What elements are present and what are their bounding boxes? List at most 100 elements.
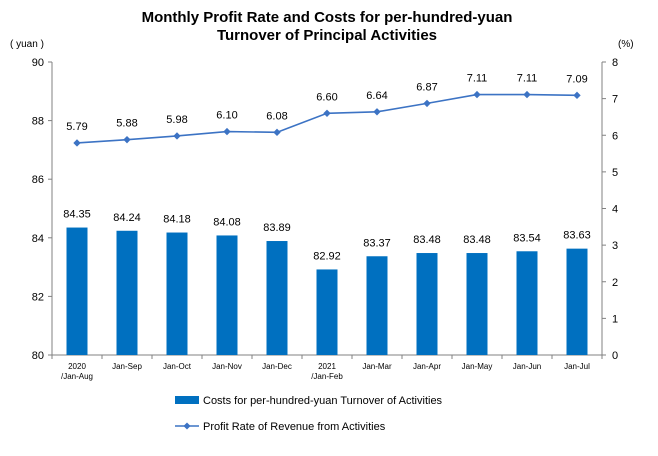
right-tick-label: 0 (612, 350, 618, 362)
line-data-label: 6.10 (216, 110, 237, 122)
line-point (323, 109, 331, 117)
category-label-line: Jan-Oct (163, 362, 192, 371)
line-point (423, 99, 431, 108)
line-data-label: 6.08 (266, 110, 287, 122)
line-point (73, 139, 81, 147)
left-tick-label: 86 (32, 174, 44, 186)
category-label-line: Jan-Jun (513, 362, 541, 371)
bar (216, 235, 238, 355)
line-data-label: 6.87 (416, 81, 437, 93)
category-label: Jan-Apr (413, 362, 441, 371)
category-label-line: /Jan-Aug (61, 372, 93, 381)
bar (166, 232, 188, 355)
line-data-label: 6.64 (366, 90, 387, 102)
category-label: Jan-Jun (513, 362, 541, 371)
right-tick-label: 2 (612, 277, 618, 289)
category-label: Jan-Nov (212, 362, 242, 371)
right-tick-label: 3 (612, 240, 618, 252)
left-tick-label: 88 (32, 116, 44, 128)
bar-data-label: 83.48 (413, 234, 441, 246)
bar-data-label: 83.89 (263, 222, 291, 234)
left-axis-unit: ( yuan ) (10, 39, 44, 50)
category-label-line: Jan-Sep (112, 362, 142, 371)
bar (516, 251, 538, 355)
bar-data-label: 84.18 (163, 214, 191, 226)
bar-series (66, 227, 588, 355)
category-label-line: Jan-Apr (413, 362, 441, 371)
line-series (73, 90, 581, 147)
bar (316, 269, 338, 355)
category-label-line: Jan-Nov (212, 362, 242, 371)
left-tick-label: 90 (32, 57, 44, 69)
legend-line-marker (183, 422, 191, 430)
line-point (223, 127, 231, 136)
line-data-label: 5.98 (166, 114, 187, 126)
category-label-line: 2020 (68, 362, 86, 371)
line-point (473, 90, 481, 99)
legend-bar-label: Costs for per-hundred-yuan Turnover of A… (203, 395, 443, 407)
line-data-labels: 5.79 5.88 5.98 6.10 6.08 6.60 6.64 6.87 7.11 7.11… (66, 73, 587, 133)
category-label-line: 2021 (318, 362, 336, 371)
legend: Costs for per-hundred-yuan Turnover of A… (175, 395, 443, 433)
bar (116, 230, 138, 355)
right-axis-ticks: 0 1 2 3 4 5 6 7 8 (602, 57, 618, 362)
right-tick-label: 6 (612, 130, 618, 142)
left-axis-ticks: 80 82 84 86 88 90 (32, 57, 52, 362)
bar-data-label: 82.92 (313, 250, 341, 262)
category-label-line: Jan-Mar (362, 362, 392, 371)
category-label-line: Jan-May (462, 362, 493, 371)
legend-bar-swatch (175, 396, 199, 404)
chart-title-line-2: Turnover of Principal Activities (217, 27, 437, 44)
line-data-label: 7.11 (517, 73, 538, 85)
line-point (523, 90, 531, 99)
line-data-label: 6.60 (316, 91, 337, 103)
chart-title-line-1: Monthly Profit Rate and Costs for per-hu… (142, 9, 513, 26)
category-label: Jan-Jul (564, 362, 590, 371)
chart-title: Monthly Profit Rate and Costs for per-hu… (142, 9, 513, 44)
category-label: Jan-Dec (262, 362, 292, 371)
line-point (273, 128, 281, 136)
category-label-line: Jan-Dec (262, 362, 292, 371)
bar-data-label: 84.24 (113, 212, 141, 224)
bar (266, 241, 288, 355)
line-point (373, 108, 381, 116)
right-tick-label: 4 (612, 204, 618, 216)
left-tick-label: 80 (32, 350, 44, 362)
line-point (173, 132, 181, 140)
category-labels: 2020/Jan-Aug Jan-Sep Jan-Oct Jan-Nov Jan-Dec… (61, 362, 590, 381)
category-label: 2021/Jan-Feb (311, 362, 343, 381)
bar (466, 253, 488, 355)
category-label: Jan-Oct (163, 362, 192, 371)
bar (566, 248, 588, 355)
category-label-line: /Jan-Feb (311, 372, 343, 381)
legend-line-label: Profit Rate of Revenue from Activities (203, 421, 386, 433)
line-data-label: 5.88 (116, 118, 137, 130)
category-label: Jan-May (462, 362, 493, 371)
category-label: 2020/Jan-Aug (61, 362, 93, 381)
line-data-label: 5.79 (66, 121, 87, 133)
bar-data-label: 83.48 (463, 234, 491, 246)
right-tick-label: 8 (612, 57, 618, 69)
bar-data-label: 83.63 (563, 230, 591, 242)
bar-data-label: 84.08 (213, 216, 241, 228)
category-label: Jan-Sep (112, 362, 142, 371)
line-point (123, 135, 131, 144)
category-label: Jan-Mar (362, 362, 392, 371)
bar (66, 227, 88, 355)
bar-data-label: 83.54 (513, 232, 541, 244)
category-label-line: Jan-Jul (564, 362, 590, 371)
line-point (573, 91, 581, 100)
line-data-label: 7.09 (566, 73, 587, 85)
right-axis-unit: (%) (618, 39, 634, 50)
left-tick-label: 82 (32, 291, 44, 303)
right-tick-label: 5 (612, 167, 618, 179)
bar (366, 256, 388, 355)
right-tick-label: 1 (612, 313, 618, 325)
bar-data-label: 84.35 (63, 209, 91, 221)
line-data-label: 7.11 (467, 73, 488, 85)
left-tick-label: 84 (32, 233, 44, 245)
bar (416, 253, 438, 355)
bar-data-label: 83.37 (363, 237, 391, 249)
right-tick-label: 7 (612, 94, 618, 106)
